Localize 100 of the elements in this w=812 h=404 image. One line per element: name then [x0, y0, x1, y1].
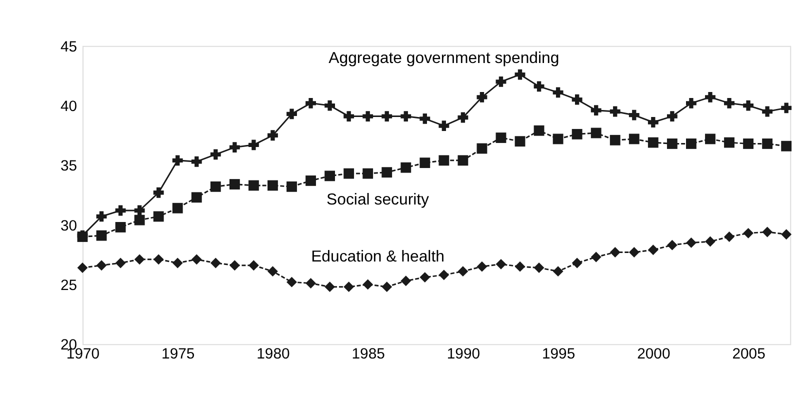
point: [724, 232, 734, 242]
point: [306, 278, 316, 288]
point: [534, 125, 544, 136]
point: [743, 138, 754, 149]
point: [514, 261, 526, 272]
point: [210, 258, 221, 268]
point: [172, 202, 183, 214]
point: [610, 106, 620, 117]
point: [705, 92, 716, 102]
point: [210, 181, 221, 192]
point: [134, 214, 145, 226]
point: [743, 228, 754, 238]
point: [628, 110, 640, 120]
point: [229, 179, 240, 190]
point: [306, 175, 316, 186]
point: [648, 137, 658, 148]
point: [781, 140, 792, 152]
point: [705, 134, 716, 144]
point: [96, 211, 107, 222]
x-tick-label: 1995: [542, 346, 576, 362]
point: [420, 272, 430, 283]
point: [400, 111, 412, 122]
point: [382, 282, 392, 292]
point: [458, 112, 468, 123]
point: [438, 120, 450, 132]
point: [458, 155, 468, 166]
point: [96, 260, 107, 271]
point: [286, 276, 297, 288]
point: [324, 170, 335, 182]
point: [362, 111, 374, 122]
point: [191, 254, 202, 265]
point: [191, 192, 202, 203]
point: [743, 100, 754, 111]
point: [590, 252, 602, 262]
point: [115, 222, 126, 232]
point: [686, 138, 696, 149]
x-tick-label: 2000: [637, 346, 670, 362]
point: [96, 230, 107, 241]
point: [172, 155, 183, 166]
point: [324, 282, 335, 292]
point: [400, 276, 412, 286]
point: [534, 262, 544, 273]
point: [666, 138, 678, 149]
series-label: Social security: [326, 191, 430, 208]
point: [572, 94, 582, 105]
point: [590, 105, 602, 116]
point: [268, 266, 278, 277]
point: [362, 279, 374, 290]
point: [153, 254, 164, 265]
point: [420, 113, 430, 124]
point: [476, 261, 488, 272]
point: [458, 266, 468, 277]
point: [534, 81, 544, 92]
point: [552, 87, 564, 98]
point: [286, 181, 297, 192]
point: [628, 134, 640, 144]
y-tick-label: 25: [60, 278, 78, 294]
point: [496, 258, 506, 270]
point: [344, 111, 354, 122]
series-label: Education & health: [311, 248, 444, 266]
point: [134, 254, 145, 265]
point: [400, 162, 412, 173]
point: [610, 247, 620, 258]
point: [324, 100, 335, 111]
point: [762, 138, 773, 149]
point: [686, 98, 696, 108]
point: [628, 247, 640, 258]
point: [648, 244, 658, 256]
point: [476, 92, 488, 102]
point: [306, 98, 316, 108]
point: [248, 180, 259, 191]
point: [666, 240, 678, 250]
point: [191, 156, 202, 167]
point: [268, 130, 278, 141]
point: [268, 180, 278, 191]
point: [248, 140, 259, 150]
x-tick-label: 2005: [732, 346, 766, 362]
point: [648, 117, 658, 128]
point: [229, 260, 240, 271]
point: [115, 205, 126, 216]
point: [514, 69, 526, 80]
point: [496, 76, 506, 87]
point: [686, 238, 696, 248]
x-tick-label: 1975: [162, 346, 195, 362]
point: [724, 137, 734, 148]
point: [210, 149, 221, 160]
point: [552, 266, 564, 277]
point: [610, 134, 620, 146]
point: [420, 158, 430, 168]
point: [344, 168, 354, 179]
x-tick-label: 1990: [446, 346, 480, 362]
point: [115, 258, 126, 268]
point: [248, 260, 259, 271]
point: [552, 134, 564, 144]
point: [172, 258, 183, 268]
point: [781, 229, 792, 240]
point: [153, 187, 164, 198]
x-tick-label: 1985: [352, 346, 385, 362]
y-tick-label: 30: [60, 218, 78, 234]
point: [572, 258, 582, 268]
